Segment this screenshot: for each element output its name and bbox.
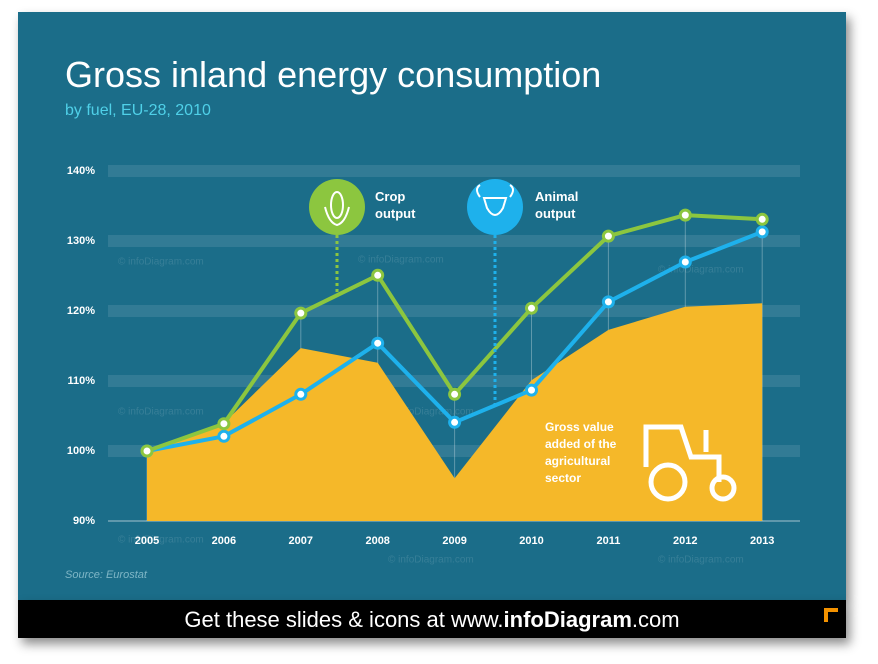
point <box>601 229 615 243</box>
x-tick-label: 2005 <box>135 535 159 547</box>
title: Gross inland energy consumption <box>65 54 602 95</box>
subtitle: by fuel, EU-28, 2010 <box>65 102 211 119</box>
point <box>217 417 231 431</box>
area <box>147 303 763 521</box>
y-tick-label: 110% <box>67 375 95 387</box>
x-tick-label: 2011 <box>596 535 620 547</box>
slide: © infoDiagram.com © infoDiagram.com © info… <box>18 12 846 600</box>
x-tick-label: 2009 <box>442 535 466 547</box>
point <box>371 336 385 350</box>
animal-label: Animal output <box>535 189 579 221</box>
grid-band <box>108 235 800 247</box>
x-tick-label: 2012 <box>673 535 697 547</box>
icons <box>309 179 737 502</box>
point <box>371 268 385 282</box>
watermark: © infoDiagram.com <box>118 535 204 546</box>
footer-text: Get these slides & icons at www.infoDiag… <box>18 607 846 633</box>
y-tick-label: 120% <box>67 305 95 317</box>
y-tick-label: 100% <box>67 445 95 457</box>
point <box>294 306 308 320</box>
point <box>448 387 462 401</box>
tractor-icon <box>643 424 737 502</box>
point <box>448 415 462 429</box>
animal-icon <box>467 179 523 235</box>
crop-icon <box>309 179 365 235</box>
footer-prefix: Get these slides & icons at www. <box>184 607 504 632</box>
watermark: © infoDiagram.com <box>658 555 744 566</box>
corn-leaves <box>324 206 350 227</box>
crop-label: Crop output <box>375 189 416 221</box>
x-tick-label: 2013 <box>750 535 774 547</box>
x-tick-label: 2007 <box>289 535 313 547</box>
chart: © infoDiagram.com © infoDiagram.com © info… <box>67 165 800 566</box>
point <box>601 295 615 309</box>
point <box>294 387 308 401</box>
source: Source: Eurostat <box>65 569 147 581</box>
point <box>217 429 231 443</box>
x-tick-label: 2006 <box>212 535 236 547</box>
watermark: © infoDiagram.com <box>118 257 204 268</box>
corn-cob <box>330 191 344 219</box>
cow-head <box>476 184 514 216</box>
y-tick-label: 140% <box>67 165 95 177</box>
y-tick-label: 90% <box>73 515 95 527</box>
point <box>525 383 538 397</box>
point <box>525 301 538 315</box>
x-tick-label: 2008 <box>365 535 389 547</box>
point <box>755 212 769 226</box>
x-tick-label: 2010 <box>519 535 543 547</box>
watermark: © infoDiagram.com <box>358 255 444 266</box>
watermark: © infoDiagram.com <box>118 407 204 418</box>
point <box>140 444 154 458</box>
logo <box>824 608 838 622</box>
point <box>755 225 769 239</box>
point <box>678 208 692 222</box>
watermark: © infoDiagram.com <box>388 407 474 418</box>
footer-brand: infoDiagram <box>503 607 632 632</box>
area-label: Gross value added of the agricultural se… <box>545 420 617 485</box>
watermark: © infoDiagram.com <box>658 265 744 276</box>
grid-band <box>108 305 800 317</box>
watermark: © infoDiagram.com <box>388 555 474 566</box>
grid-band <box>108 165 800 177</box>
footer-suffix: .com <box>631 607 680 632</box>
y-tick-label: 130% <box>67 235 95 247</box>
point <box>678 255 692 269</box>
footer: Get these slides & icons at www.infoDiag… <box>18 600 846 638</box>
